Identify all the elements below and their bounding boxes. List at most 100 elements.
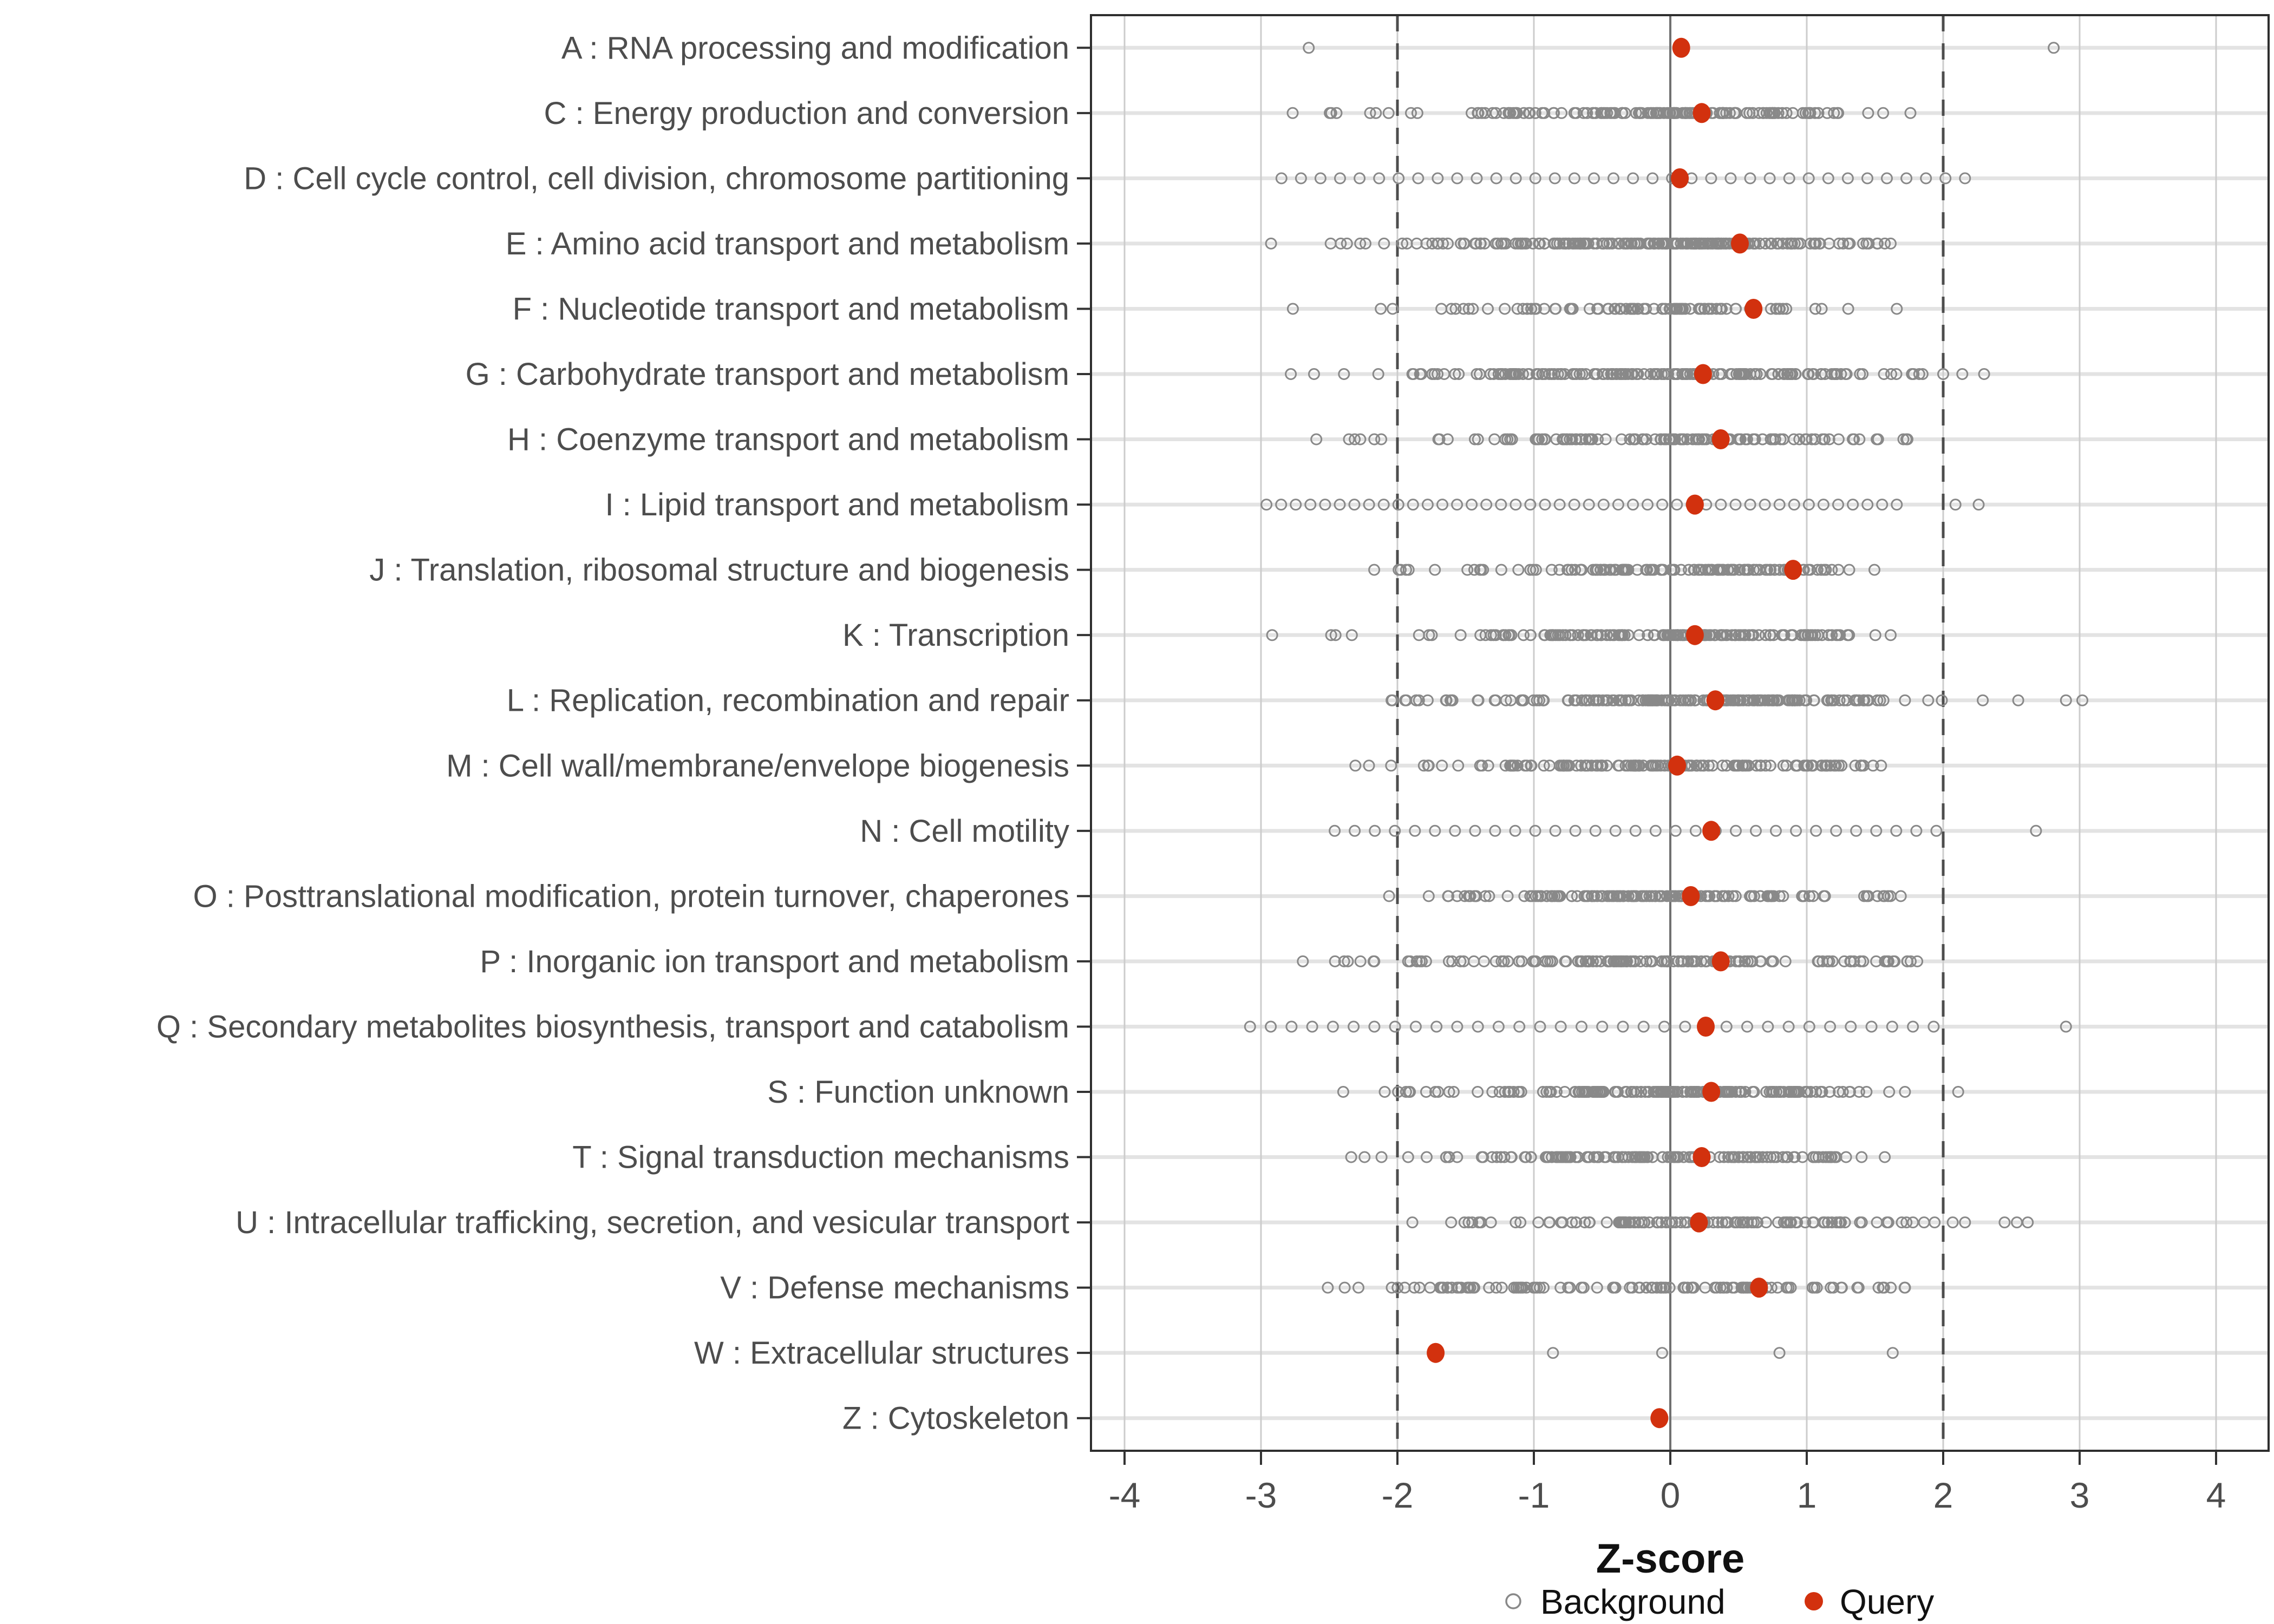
background-point — [1443, 955, 1455, 967]
background-point — [1517, 303, 1529, 315]
background-point — [1510, 499, 1522, 511]
background-point — [1826, 564, 1838, 576]
background-point — [1853, 433, 1866, 446]
background-point — [1747, 1086, 1759, 1098]
background-point — [1718, 1281, 1730, 1294]
background-point — [1877, 1281, 1889, 1294]
background-point — [1517, 629, 1530, 641]
background-point — [1773, 499, 1786, 511]
background-point — [1777, 759, 1789, 772]
background-point — [1402, 1151, 1414, 1163]
background-point — [1730, 824, 1742, 837]
background-point — [1832, 433, 1845, 446]
background-point — [1783, 1086, 1796, 1098]
background-point — [1364, 107, 1376, 119]
background-point — [1368, 433, 1381, 446]
background-point — [1783, 1216, 1796, 1229]
background-point — [1608, 172, 1619, 185]
background-point — [1883, 1086, 1896, 1098]
background-point — [1308, 368, 1320, 380]
background-point — [1741, 564, 1753, 576]
background-point — [1881, 172, 1893, 185]
background-point — [1577, 237, 1590, 250]
background-point — [1718, 890, 1730, 902]
background-point — [1885, 368, 1897, 380]
background-point — [1804, 237, 1816, 250]
background-point — [1637, 433, 1650, 446]
background-point — [1330, 107, 1343, 119]
background-point — [1467, 303, 1479, 315]
background-point — [1392, 1086, 1404, 1098]
background-point — [1766, 107, 1779, 119]
background-point — [1338, 368, 1350, 380]
background-point — [1458, 1216, 1471, 1229]
background-point — [1619, 237, 1632, 250]
background-point — [1896, 1216, 1908, 1229]
background-point — [1952, 1086, 1964, 1098]
background-point — [1809, 237, 1821, 250]
x-tick-label: 0 — [1661, 1475, 1681, 1515]
background-point — [1498, 1151, 1511, 1163]
background-point — [1861, 694, 1873, 706]
background-point — [1715, 303, 1728, 315]
background-point — [1844, 1086, 1856, 1098]
background-point — [1588, 172, 1600, 185]
background-point — [1369, 824, 1381, 837]
background-point — [1533, 694, 1545, 706]
background-point — [1642, 499, 1654, 511]
background-point — [1847, 499, 1859, 511]
background-point — [1663, 433, 1675, 446]
background-point — [1930, 824, 1943, 837]
background-point — [1474, 368, 1486, 380]
background-point — [1656, 499, 1669, 511]
category-label: F : Nucleotide transport and metabolism — [513, 291, 1069, 326]
background-point — [1627, 172, 1639, 185]
background-point — [1796, 890, 1808, 902]
background-point — [1822, 172, 1834, 185]
background-point — [1487, 368, 1500, 380]
x-tick-label: -4 — [1109, 1475, 1141, 1515]
background-point — [1918, 1216, 1930, 1229]
background-point — [1716, 564, 1729, 576]
background-point — [1646, 1151, 1659, 1163]
background-point — [1572, 629, 1584, 641]
background-point — [1619, 694, 1632, 706]
background-point — [1405, 107, 1417, 119]
background-point — [1492, 1020, 1505, 1033]
background-point — [1817, 499, 1829, 511]
background-point — [1584, 303, 1596, 315]
background-point — [1352, 1281, 1364, 1294]
background-point — [1583, 694, 1596, 706]
query-point — [1744, 299, 1763, 319]
background-point — [1669, 890, 1681, 902]
background-point — [1665, 1086, 1678, 1098]
background-point — [1502, 107, 1515, 119]
background-point — [1612, 1151, 1624, 1163]
x-tick-label: 1 — [1797, 1475, 1817, 1515]
background-point — [1536, 433, 1548, 446]
background-point — [1533, 237, 1545, 250]
background-point — [1626, 890, 1638, 902]
background-point — [1765, 1151, 1777, 1163]
query-point — [1694, 364, 1712, 384]
background-point — [1816, 1086, 1828, 1098]
background-point — [1447, 1086, 1460, 1098]
background-point — [1475, 564, 1487, 576]
background-point — [1646, 759, 1658, 772]
background-point — [1759, 629, 1772, 641]
background-point — [1656, 1347, 1668, 1359]
background-point — [1453, 368, 1465, 380]
background-point — [1622, 890, 1635, 902]
background-point — [1731, 694, 1744, 706]
background-point — [1354, 433, 1367, 446]
background-point — [1420, 1086, 1432, 1098]
background-point — [1368, 1020, 1381, 1033]
background-point — [1322, 1281, 1334, 1294]
background-point — [1837, 237, 1850, 250]
background-point — [1575, 433, 1587, 446]
background-point — [1891, 303, 1903, 315]
background-point — [1441, 1281, 1454, 1294]
background-point — [1498, 955, 1510, 967]
background-point — [1337, 1086, 1349, 1098]
reference-lines — [1396, 15, 1945, 1451]
